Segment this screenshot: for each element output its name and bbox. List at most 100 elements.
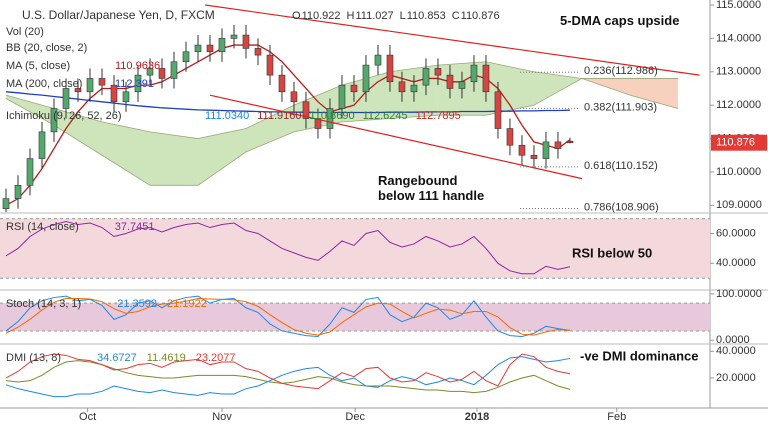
legend-value: 112.6245: [363, 110, 408, 122]
candle-body: [26, 158, 34, 186]
legend-value: 23.2077: [196, 352, 236, 364]
candle-body: [422, 68, 430, 86]
x-tick-label: 2018: [465, 411, 489, 423]
y-tick-label: 113.0000: [716, 66, 761, 78]
cloud-span: [5, 78, 678, 186]
indicator-line: [5, 295, 571, 338]
ohlc-key: C: [452, 10, 460, 22]
candle-body: [74, 88, 82, 93]
y-tick-label: 110.0000: [716, 166, 761, 178]
cloud-segment: [149, 131, 198, 186]
y-tick-label: 0.0000: [716, 334, 750, 346]
candle-body: [434, 68, 442, 76]
legend-value: 21.1922: [167, 298, 207, 310]
candle-body: [62, 88, 70, 109]
legend-value: 111.0340: [205, 110, 249, 122]
indicator-line: [5, 356, 571, 398]
candle-body: [242, 34, 250, 49]
y-tick-label: 109.0000: [716, 199, 762, 211]
panel-title: DMI (13, 8): [6, 352, 61, 364]
annotation-line: below 111 handle: [378, 188, 484, 203]
candle-body: [86, 78, 94, 93]
legend-value: 112.7895: [416, 110, 461, 122]
panel-title: RSI (14, close): [6, 221, 79, 233]
legend-label: Ichimoku (9, 26, 52, 26): [6, 110, 122, 122]
candle-body: [470, 64, 478, 83]
trendline: [205, 4, 700, 76]
annotation: RSI below 50: [572, 245, 652, 260]
band: [0, 218, 710, 279]
x-tick-label: Dec: [345, 411, 365, 423]
annotation: -ve DMI dominance: [580, 348, 698, 363]
ohlc-key: H: [347, 10, 355, 22]
chart-title: U.S. Dollar/Japanese Yen, D, FXCM: [22, 8, 215, 22]
y-tick-label: 112.0000: [716, 99, 761, 111]
candle-body: [14, 184, 22, 199]
candle-body: [338, 84, 346, 109]
candle-body: [398, 81, 406, 93]
candle-body: [266, 54, 274, 76]
x-tick-label: Nov: [212, 411, 232, 423]
fib-label: 0.382(111.903): [584, 101, 657, 113]
cloud-segment: [197, 128, 246, 186]
legend-value: 111.9160: [257, 110, 301, 122]
ohlc-value: 110.922: [302, 10, 341, 22]
panel: [5, 353, 571, 398]
trendline: [209, 94, 583, 180]
indicator-line: [5, 221, 571, 275]
candle-body: [158, 68, 166, 79]
legend-label: MA (5, close): [6, 60, 70, 72]
candle-body: [146, 68, 154, 76]
legend-value: 11.4619: [147, 352, 186, 364]
legend-value: 110.9636: [115, 60, 160, 72]
candle-body: [50, 108, 58, 133]
y-tick-label: 100.0000: [716, 288, 762, 300]
y-tick-label: 20.0000: [716, 372, 756, 384]
legend-label: MA (200, close): [6, 78, 82, 90]
cloud-segment: [629, 78, 678, 109]
candle-body: [542, 141, 550, 159]
candle-body: [386, 54, 394, 83]
candle-body: [230, 34, 238, 39]
candle-body: [38, 131, 46, 159]
candle-body: [218, 38, 226, 53]
fib-label: 0.236(112.986): [584, 65, 658, 77]
ma-line: [5, 91, 570, 114]
candle-body: [182, 51, 190, 63]
candle-body: [2, 198, 10, 209]
panel: [2, 4, 700, 212]
last-price-label: 110.876: [716, 137, 755, 149]
y-tick-label: 115.0000: [716, 0, 761, 11]
legend-value: 37.7451: [115, 221, 155, 233]
candle-body: [518, 144, 526, 156]
candle-body: [326, 108, 334, 129]
annotation: 5-DMA caps upside: [560, 13, 679, 28]
annotation-line: Rangebound: [378, 173, 457, 188]
legend-value: 21.3592: [117, 298, 157, 310]
cloud-segment: [5, 95, 54, 126]
candle-body: [494, 91, 502, 129]
candle-body: [278, 74, 286, 93]
candle-body: [170, 61, 178, 79]
last-price-box: [711, 134, 767, 151]
candle-body: [314, 118, 322, 129]
candle-body: [122, 91, 130, 103]
candle-body: [302, 101, 310, 119]
ohlc-value: 110.876: [461, 10, 500, 22]
panel-title: Stoch (14, 3, 1): [6, 298, 81, 310]
candle-body: [566, 140, 574, 143]
candle-body: [506, 128, 514, 146]
candle-body: [362, 64, 370, 93]
candle-body: [194, 44, 202, 53]
annotation-line: 5-DMA caps upside: [560, 13, 679, 28]
fib-label: 0.786(108.906): [584, 201, 659, 213]
x-tick-label: Feb: [607, 411, 626, 423]
legend-value: 34.6727: [97, 352, 137, 364]
annotation: Rangebound below 111 handle: [378, 173, 484, 203]
candle-body: [134, 74, 142, 93]
ohlc-key: O: [292, 10, 301, 22]
cloud-segment: [245, 105, 294, 152]
indicator-line: [5, 353, 571, 390]
candle-body: [530, 154, 538, 159]
